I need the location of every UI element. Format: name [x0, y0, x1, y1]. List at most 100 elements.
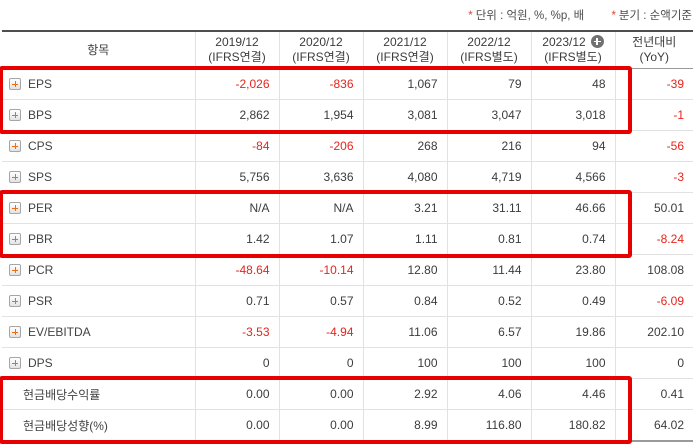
expand-row-icon[interactable] [9, 233, 21, 245]
value-cell: 0.71 [194, 285, 279, 317]
value-cell: -2,026 [194, 68, 279, 100]
value-cell: 100 [446, 347, 531, 379]
row-label-cell: PCR [2, 254, 195, 286]
expand-row-icon[interactable] [9, 326, 21, 338]
value-cell: 2.92 [362, 378, 447, 410]
value-cell: 12.80 [362, 254, 447, 286]
row-label-cell: EV/EBITDA [2, 316, 195, 348]
value-cell: 108.08 [614, 254, 693, 286]
row-label: 현금배당수익률 [23, 387, 101, 402]
value-cell: 94 [530, 130, 615, 162]
value-cell: -8.24 [614, 223, 693, 255]
table-row: PER N/A N/A 3.21 31.11 46.66 50.01 [2, 192, 693, 224]
table-row: PSR 0.71 0.57 0.84 0.52 0.49 -6.09 [2, 285, 693, 317]
value-cell: N/A [194, 192, 279, 224]
basis-note-text: 분기 : 순액기준 [618, 10, 692, 22]
value-cell: 180.82 [530, 409, 615, 441]
table-header: 항목 2019/12 (IFRS연결) 2020/12 (IFRS연결) 2021/… [2, 31, 693, 69]
value-cell: 0 [278, 347, 363, 379]
value-cell: -48.64 [194, 254, 279, 286]
row-label: PER [28, 201, 53, 215]
table-row: EPS -2,026 -836 1,067 79 48 -39 [2, 68, 693, 100]
value-cell: 0.52 [446, 285, 531, 317]
row-label-cell: PER [2, 192, 195, 224]
value-cell: 0.41 [614, 378, 693, 410]
value-cell: 0.00 [278, 378, 363, 410]
expand-row-icon[interactable] [9, 357, 21, 369]
value-cell: 0.57 [278, 285, 363, 317]
expand-row-icon[interactable] [9, 264, 21, 276]
table-row: CPS -84 -206 268 216 94 -56 [2, 130, 693, 162]
value-cell: 6.57 [446, 316, 531, 348]
value-cell: 8.99 [362, 409, 447, 441]
expand-row-icon[interactable] [9, 140, 21, 152]
unit-note: * 단위 : 억원, %, %p, 배 * 분기 : 순액기준 [468, 7, 692, 23]
value-cell: 1.42 [194, 223, 279, 255]
value-cell: 4,566 [530, 161, 615, 193]
value-cell: 11.06 [362, 316, 447, 348]
row-label: PCR [28, 263, 54, 277]
value-cell: 0.00 [194, 409, 279, 441]
value-cell: 0.00 [194, 378, 279, 410]
expand-row-icon[interactable] [9, 171, 21, 183]
value-cell: 19.86 [530, 316, 615, 348]
row-label-cell: EPS [2, 68, 195, 100]
table-row: PBR 1.42 1.07 1.11 0.81 0.74 -8.24 [2, 223, 693, 255]
column-header-items: 항목 [2, 31, 195, 69]
value-cell: 0 [194, 347, 279, 379]
row-label: EPS [28, 77, 53, 91]
value-cell: 1.07 [278, 223, 363, 255]
value-cell: 100 [362, 347, 447, 379]
table-row: DPS 0 0 100 100 100 0 [2, 347, 693, 379]
value-cell: 46.66 [530, 192, 615, 224]
value-cell: 3,018 [530, 99, 615, 131]
value-cell: 64.02 [614, 409, 693, 441]
row-label-cell: DPS [2, 347, 195, 379]
value-cell: 0 [614, 347, 693, 379]
value-cell: 3.21 [362, 192, 447, 224]
value-cell: -6.09 [614, 285, 693, 317]
value-cell: -56 [614, 130, 693, 162]
value-cell: 0.74 [530, 223, 615, 255]
column-header-yoy: 전년대비 (YoY) [614, 31, 693, 69]
row-label-cell: SPS [2, 161, 195, 193]
financial-ratio-table: 항목 2019/12 (IFRS연결) 2020/12 (IFRS연결) 2021/… [2, 30, 693, 442]
column-header-2023: 2023/12 (IFRS별도) [530, 31, 615, 69]
value-cell: 0.81 [446, 223, 531, 255]
value-cell: 11.44 [446, 254, 531, 286]
row-label-cell: 현금배당수익률 [2, 378, 195, 410]
expand-row-icon[interactable] [9, 295, 21, 307]
value-cell: -836 [278, 68, 363, 100]
value-cell: 4.06 [446, 378, 531, 410]
table-row: 현금배당성향(%) 0.00 0.00 8.99 116.80 180.82 64.02 [2, 409, 693, 441]
expand-row-icon[interactable] [9, 78, 21, 90]
value-cell: 0.84 [362, 285, 447, 317]
basis-note-segment: * 분기 : 순액기준 [611, 10, 692, 22]
value-cell: 79 [446, 68, 531, 100]
expand-columns-icon[interactable] [590, 35, 604, 48]
value-cell: 2,862 [194, 99, 279, 131]
expand-row-icon[interactable] [9, 202, 21, 214]
value-cell: 5,756 [194, 161, 279, 193]
column-header-2023-label: 2023/12 [542, 35, 586, 49]
table-row: 현금배당수익률 0.00 0.00 2.92 4.06 4.46 0.41 [2, 378, 693, 410]
value-cell: -206 [278, 130, 363, 162]
value-cell: -10.14 [278, 254, 363, 286]
header-row: 항목 2019/12 (IFRS연결) 2020/12 (IFRS연결) 2021/… [2, 31, 693, 69]
row-label-cell: PSR [2, 285, 195, 317]
row-label-cell: 현금배당성향(%) [2, 409, 195, 441]
value-cell: 4.46 [530, 378, 615, 410]
table-row: PCR -48.64 -10.14 12.80 11.44 23.80 108.08 [2, 254, 693, 286]
value-cell: 31.11 [446, 192, 531, 224]
row-label-cell: BPS [2, 99, 195, 131]
value-cell: 100 [530, 347, 615, 379]
unit-note-segment: * 단위 : 억원, %, %p, 배 [468, 10, 584, 22]
value-cell: -4.94 [278, 316, 363, 348]
column-header-2021: 2021/12 (IFRS연결) [362, 31, 447, 69]
column-header-2019: 2019/12 (IFRS연결) [194, 31, 279, 69]
column-header-2022: 2022/12 (IFRS별도) [446, 31, 531, 69]
row-label: SPS [28, 170, 53, 184]
table-row: SPS 5,756 3,636 4,080 4,719 4,566 -3 [2, 161, 693, 193]
expand-row-icon[interactable] [9, 109, 21, 121]
value-cell: 3,081 [362, 99, 447, 131]
